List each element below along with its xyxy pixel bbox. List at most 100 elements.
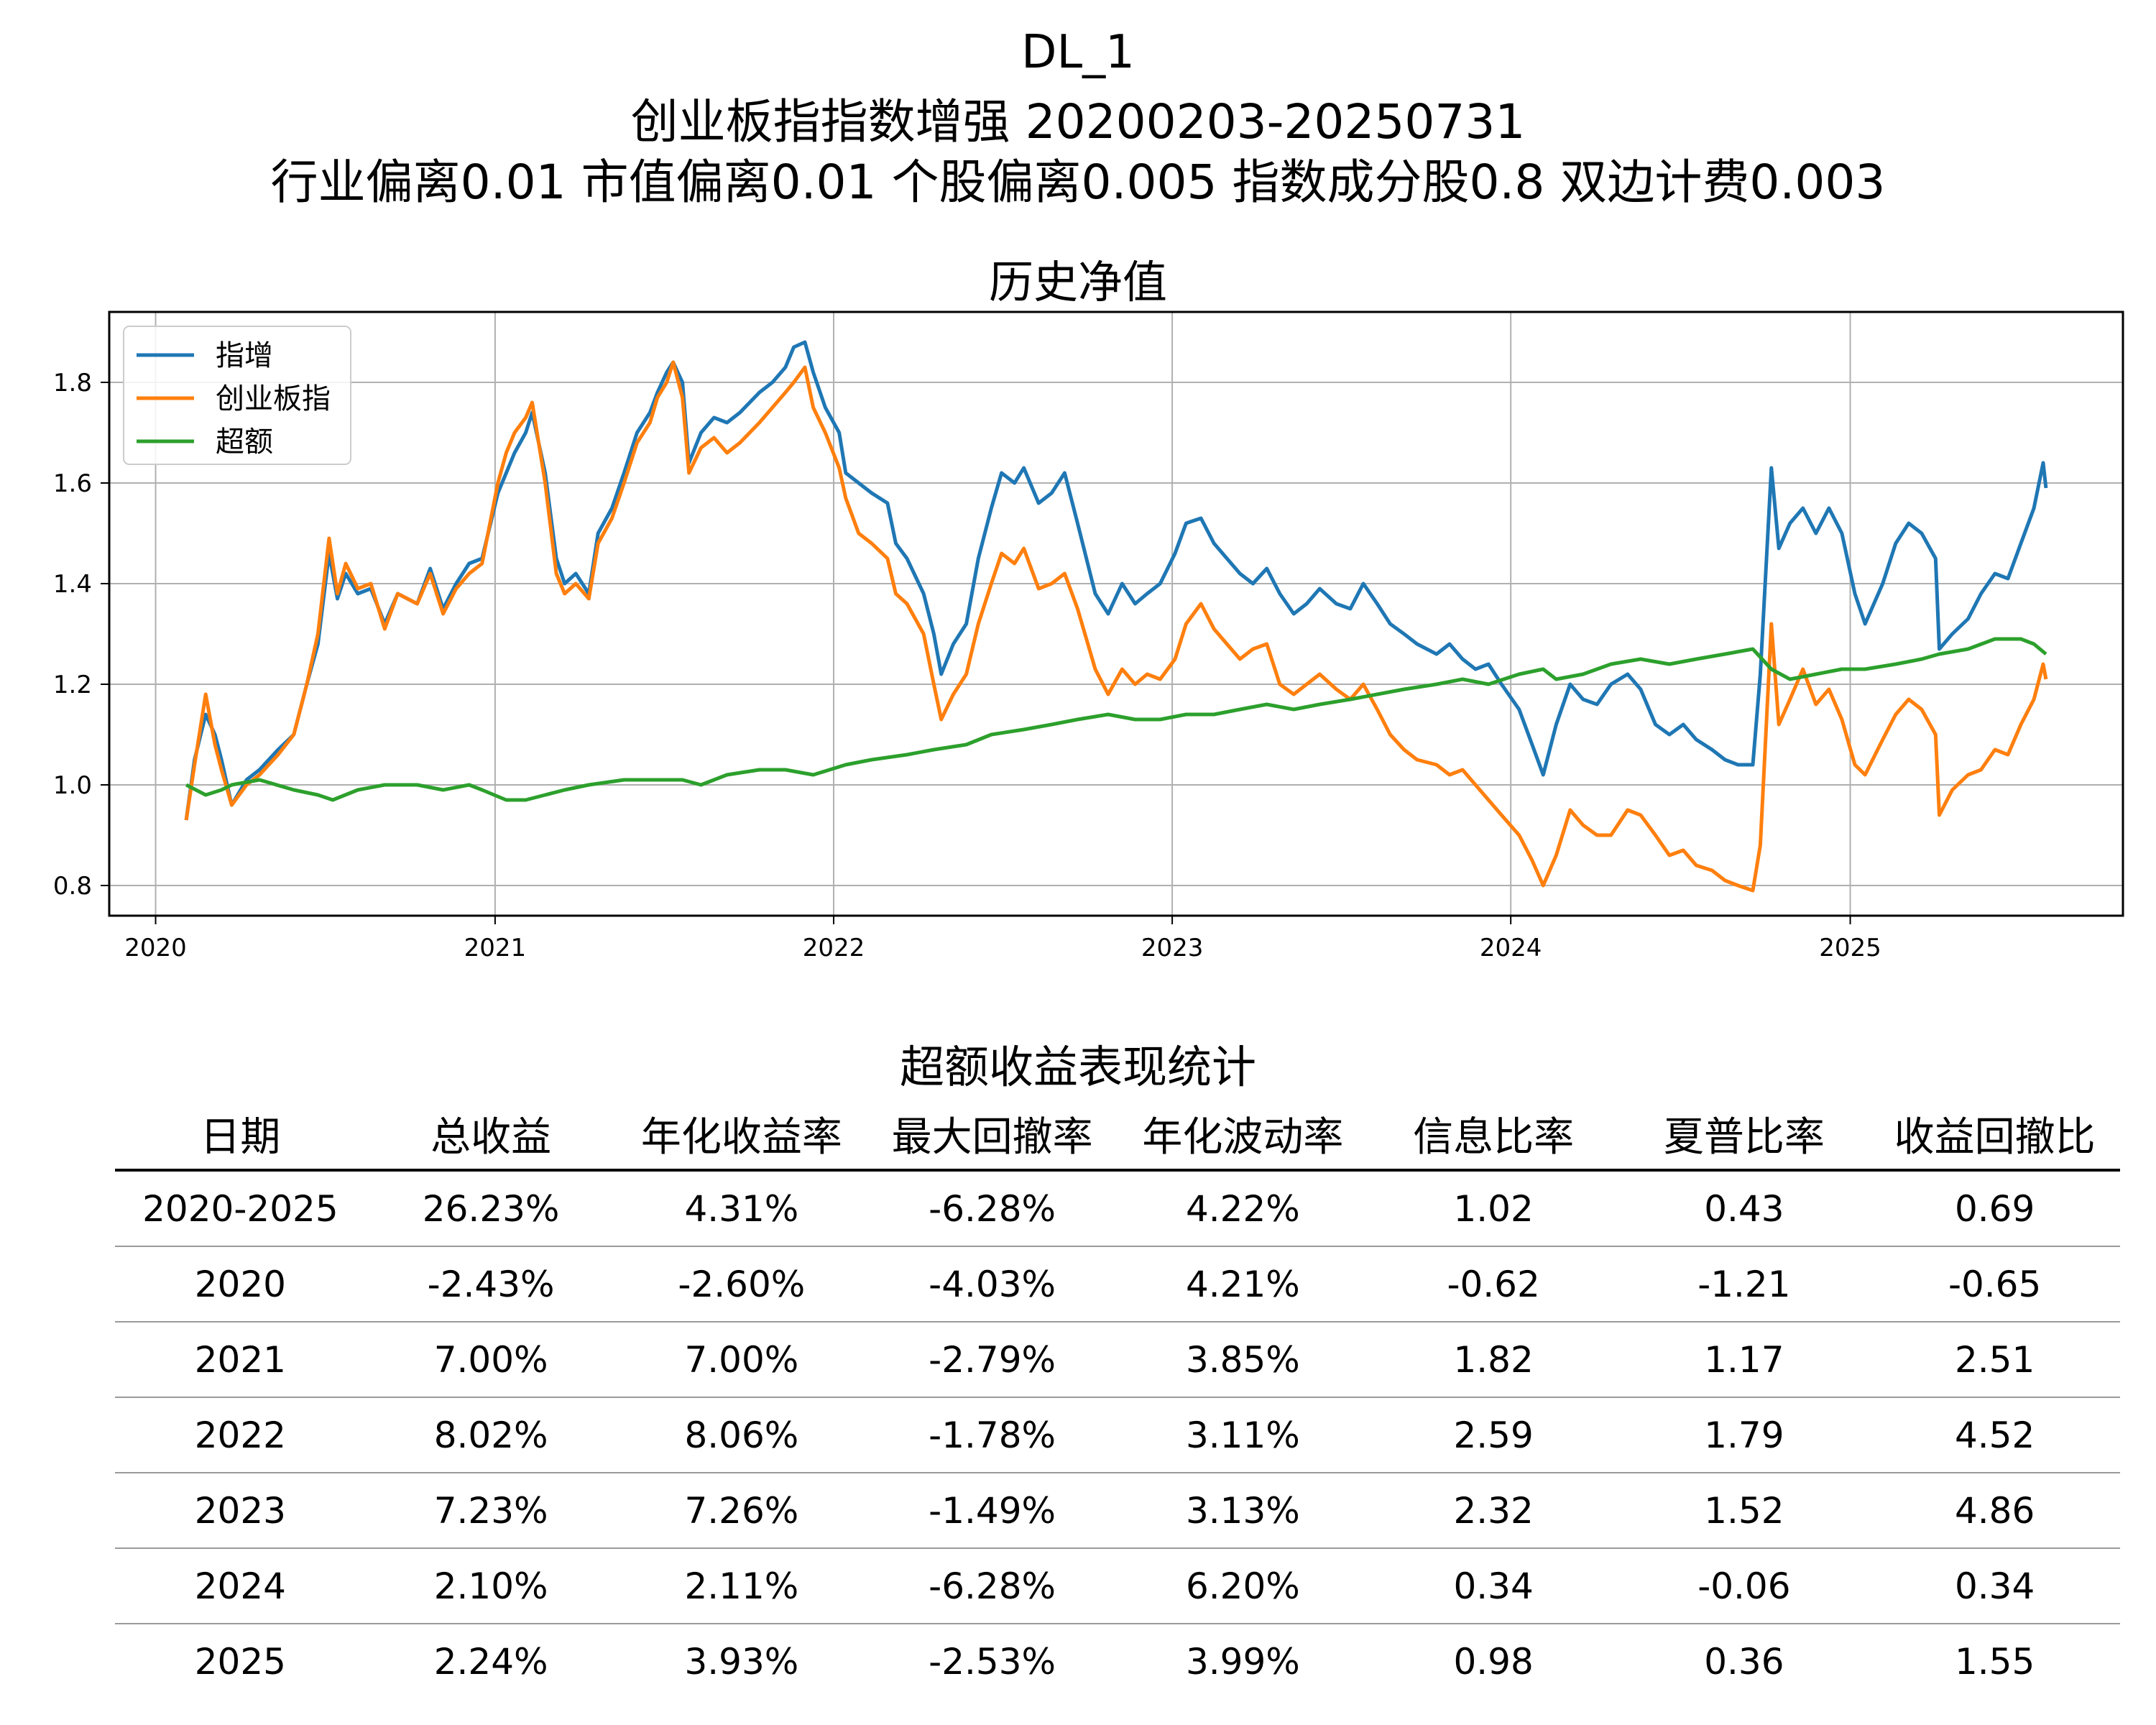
column-header: 夏普比率	[1618, 1098, 1870, 1172]
table-cell: 26.23%	[365, 1170, 617, 1247]
table-cell: 2024	[115, 1548, 366, 1624]
table-cell: -2.43%	[365, 1246, 617, 1322]
y-tick-label: 0.8	[53, 872, 92, 901]
table-row: 2024 2.10% 2.11% -6.28% 6.20% 0.34 -0.06 0.34	[115, 1548, 2120, 1624]
table-cell: -1.49%	[867, 1473, 1118, 1549]
table-cell: 3.11%	[1118, 1397, 1368, 1473]
table-row: 2020-2025 26.23% 4.31% -6.28% 4.22% 1.02 0.43 0…	[115, 1170, 2120, 1247]
report-subtitle: 创业板指指数增强 20200203-20250731	[630, 94, 1526, 150]
column-header: 年化波动率	[1118, 1098, 1368, 1172]
excess-return-table: 日期 总收益 年化收益率 最大回撤率 年化波动率 信息比率 夏普比率 收益回撤比 2020-2…	[115, 1098, 2120, 1698]
nav-line-chart: 2020 2021 2022 2023 2024 2025 0.8 1.0 1.2 1.4 1.6 1…	[53, 310, 2124, 962]
table-cell: 0.98	[1453, 1640, 1534, 1683]
chart-series	[184, 340, 2048, 893]
column-header: 年化收益率	[616, 1098, 867, 1172]
y-tick-label: 1.4	[53, 570, 92, 599]
x-tick-label: 2022	[803, 934, 865, 962]
table-cell: 2020-2025	[115, 1170, 366, 1247]
table-cell: 0.36	[1704, 1640, 1784, 1683]
table-cell: 8.06%	[616, 1397, 867, 1473]
series-line-2	[184, 360, 2048, 893]
report-title: DL_1	[1021, 26, 1135, 79]
table-cell: 7.00%	[365, 1322, 617, 1398]
legend-label: 超额	[216, 426, 273, 459]
table-cell: 4.52	[1869, 1397, 2120, 1473]
column-header: 总收益	[365, 1098, 617, 1172]
table-cell: -2.60%	[616, 1246, 867, 1322]
table-cell: 0.34	[1368, 1548, 1619, 1624]
table-cell: 1.17	[1618, 1322, 1870, 1398]
table-cell: 4.21%	[1118, 1246, 1368, 1322]
table-cell: 2021	[115, 1322, 366, 1398]
legend-box	[123, 326, 351, 465]
table-cell: 0.43	[1618, 1170, 1870, 1247]
table-header-row: 日期 总收益 年化收益率 最大回撤率 年化波动率 信息比率 夏普比率 收益回撤比	[115, 1098, 2120, 1172]
table-cell: -6.28%	[867, 1548, 1118, 1624]
table-cell: 7.00%	[616, 1322, 867, 1398]
series-line-3	[185, 637, 2047, 802]
table-cell: -1.21	[1618, 1246, 1870, 1322]
y-tick-label: 1.8	[53, 369, 92, 397]
table-cell: 3.85%	[1118, 1322, 1368, 1398]
table-cell: 2020	[115, 1246, 366, 1322]
table-cell: 2.11%	[616, 1548, 867, 1624]
table-cell: -0.06	[1618, 1548, 1870, 1624]
y-tick-label: 1.6	[53, 469, 92, 498]
table-cell: 1.52	[1618, 1473, 1870, 1549]
table-cell: 2.24%	[433, 1640, 548, 1683]
table-cell: 7.26%	[616, 1473, 867, 1549]
table-cell: 0.69	[1869, 1170, 2120, 1247]
table-cell: 3.13%	[1118, 1473, 1368, 1549]
table-cell: -2.79%	[867, 1322, 1118, 1398]
table-cell: 1.82	[1368, 1322, 1619, 1398]
table-cell: -0.65	[1869, 1246, 2120, 1322]
table-cell: 8.02%	[365, 1397, 617, 1473]
table-cell: 7.23%	[365, 1473, 617, 1549]
x-tick-label: 2021	[464, 934, 527, 962]
table-cell: 2.10%	[365, 1548, 617, 1624]
series-line-1	[184, 340, 2048, 821]
table-cell: 3.99%	[1185, 1640, 1300, 1683]
table-row: 2022 8.02% 8.06% -1.78% 3.11% 2.59 1.79 4.52	[115, 1397, 2120, 1473]
table-cell: 6.20%	[1118, 1548, 1368, 1624]
table-cell: -2.53%	[929, 1640, 1056, 1683]
table-cell: -4.03%	[867, 1246, 1118, 1322]
table-row: 2025 2.24% 3.93% -2.53% 3.99% 0.98 0.36 1.55	[115, 1624, 2120, 1698]
column-header: 收益回撤比	[1869, 1098, 2120, 1172]
table-title: 超额收益表现统计	[899, 1041, 1256, 1093]
legend-label: 创业板指	[216, 382, 331, 415]
chart-grid	[109, 312, 2123, 916]
table-cell: 1.79	[1618, 1397, 1870, 1473]
table-row: 2020 -2.43% -2.60% -4.03% 4.21% -0.62 -1.21 -0.…	[115, 1246, 2120, 1322]
legend-label: 指增	[216, 339, 273, 372]
x-tick-label: 2023	[1141, 934, 1204, 962]
y-tick-label: 1.0	[53, 771, 92, 800]
table-cell: 2023	[115, 1473, 366, 1549]
table-cell: 4.31%	[616, 1170, 867, 1247]
column-header: 最大回撤率	[867, 1098, 1118, 1172]
table-cell: -6.28%	[867, 1170, 1118, 1247]
table-cell: -1.78%	[867, 1397, 1118, 1473]
table-cell: 2025	[194, 1640, 286, 1683]
x-tick-label: 2025	[1819, 934, 1881, 962]
x-tick-label: 2024	[1480, 934, 1542, 962]
plot-frame	[108, 310, 2124, 917]
table-cell: 1.55	[1954, 1640, 2035, 1683]
table-cell: 4.22%	[1118, 1170, 1368, 1247]
table-cell: 2.59	[1368, 1397, 1619, 1473]
table-cell: 2.51	[1869, 1322, 2120, 1398]
report-parameters: 行业偏离0.01 市值偏离0.01 个股偏离0.005 指数成分股0.8 双边计…	[270, 155, 1886, 210]
column-header: 信息比率	[1368, 1098, 1619, 1172]
x-tick-label: 2020	[124, 934, 187, 962]
table-cell: 0.34	[1869, 1548, 2120, 1624]
table-cell: 2.32	[1368, 1473, 1619, 1549]
table-row: 2023 7.23% 7.26% -1.49% 3.13% 2.32 1.52 4.86	[115, 1473, 2120, 1549]
table-cell: 2022	[115, 1397, 366, 1473]
chart-title: 历史净值	[988, 256, 1167, 308]
table-row: 2021 7.00% 7.00% -2.79% 3.85% 1.82 1.17 2.51	[115, 1322, 2120, 1398]
column-header: 日期	[115, 1098, 366, 1172]
table-cell: 4.86	[1869, 1473, 2120, 1549]
chart-ticks: 2020 2021 2022 2023 2024 2025 0.8 1.0 1.2 1.4 1.6 1…	[53, 369, 1881, 962]
y-tick-label: 1.2	[53, 671, 92, 699]
